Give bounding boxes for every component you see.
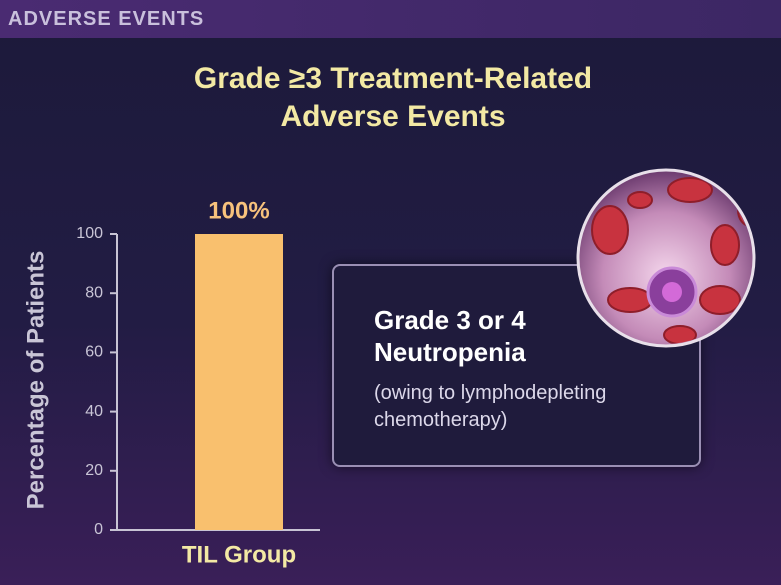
x-tick-label: TIL Group xyxy=(182,541,296,568)
annotation-note: (owing to lymphodepleting chemotherapy) xyxy=(374,382,607,431)
y-tick-label: 20 xyxy=(85,462,103,479)
value-label: 100% xyxy=(208,197,269,224)
annotation-box: Grade 3 or 4 Neutropenia (owing to lymph… xyxy=(332,264,701,467)
y-axis-label: Percentage of Patients xyxy=(22,251,49,510)
header-text: ADVERSE EVENTS xyxy=(8,8,205,30)
annotation-heading: Grade 3 or 4 Neutropenia xyxy=(374,305,526,367)
chart-title: Grade ≥3 Treatment-Related Adverse Event… xyxy=(193,62,593,133)
y-tick-label: 80 xyxy=(85,284,103,301)
bar xyxy=(195,234,283,530)
y-tick-label: 0 xyxy=(94,521,103,538)
y-tick-label: 60 xyxy=(85,344,103,361)
y-tick-label: 100 xyxy=(76,225,103,242)
header-bar: ADVERSE EVENTS xyxy=(0,0,781,38)
y-tick-label: 40 xyxy=(85,403,103,420)
